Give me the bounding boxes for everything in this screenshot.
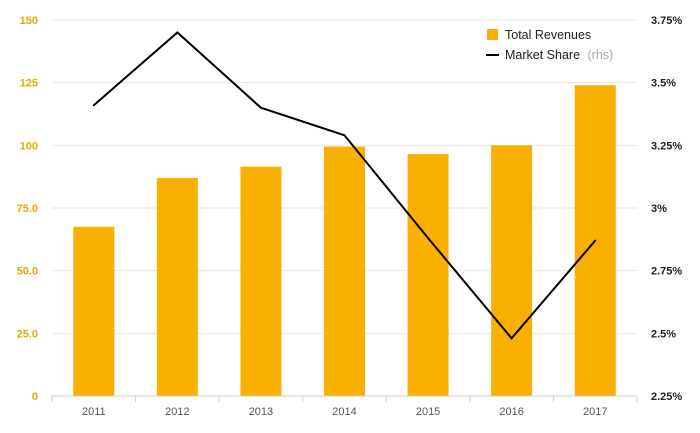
- right-tick-label: 2.5%: [651, 328, 676, 340]
- market-share-point: [259, 106, 262, 109]
- left-tick-label: 25.0: [17, 328, 38, 340]
- left-tick-label: 50.0: [17, 266, 38, 278]
- legend-label-total-revenues: Total Revenues: [505, 28, 591, 42]
- revenue-bar: [407, 154, 449, 396]
- x-axis-ticks: 2011 2012 2013 2014 2015 2016 2017: [82, 406, 607, 418]
- market-share-point: [427, 237, 430, 240]
- revenue-bar: [156, 177, 198, 396]
- right-tick-label: 2.75%: [651, 266, 682, 278]
- legend-label-market-share-suffix: (rhs): [588, 48, 614, 62]
- left-axis-ticks: 0 25.0 50.0 75.0 100 125 150: [17, 15, 38, 403]
- legend: Total Revenues Market Share (rhs): [486, 28, 613, 62]
- legend-label-market-share-name: Market Share: [505, 48, 580, 62]
- x-tick-label: 2011: [82, 406, 106, 418]
- x-tick-label: 2015: [416, 406, 440, 418]
- right-tick-label: 3%: [651, 203, 667, 215]
- left-tick-label: 125: [20, 78, 38, 90]
- x-tick-label: 2013: [249, 406, 273, 418]
- x-tick-label: 2017: [583, 406, 607, 418]
- right-tick-label: 3.5%: [651, 78, 676, 90]
- market-share-line-group: [92, 31, 597, 340]
- right-tick-label: 3.25%: [651, 140, 682, 152]
- market-share-point: [176, 31, 179, 34]
- revenue-bar: [324, 146, 365, 396]
- revenue-bar: [491, 145, 533, 396]
- revenue-bar: [73, 226, 115, 396]
- right-tick-label: 2.25%: [651, 391, 682, 403]
- left-tick-label: 150: [20, 15, 38, 27]
- market-share-point: [510, 337, 513, 340]
- left-tick-label: 100: [20, 140, 38, 152]
- left-tick-label: 75.0: [17, 203, 38, 215]
- revenue-bar: [240, 166, 282, 396]
- market-share-point: [343, 134, 346, 137]
- x-axis: [51, 395, 638, 402]
- x-tick-label: 2014: [332, 406, 356, 418]
- x-tick-label: 2012: [165, 406, 189, 418]
- market-share-point: [594, 239, 597, 242]
- right-tick-label: 3.75%: [651, 15, 682, 27]
- right-axis-ticks: 2.25% 2.5% 2.75% 3% 3.25% 3.5% 3.75%: [651, 15, 682, 403]
- market-share-point: [92, 104, 95, 107]
- legend-label-market-share: Market Share (rhs): [505, 48, 613, 62]
- left-tick-label: 0: [32, 391, 38, 403]
- legend-swatch-total-revenues: [487, 29, 498, 40]
- x-tick-label: 2016: [499, 406, 523, 418]
- revenue-bars: [73, 85, 616, 396]
